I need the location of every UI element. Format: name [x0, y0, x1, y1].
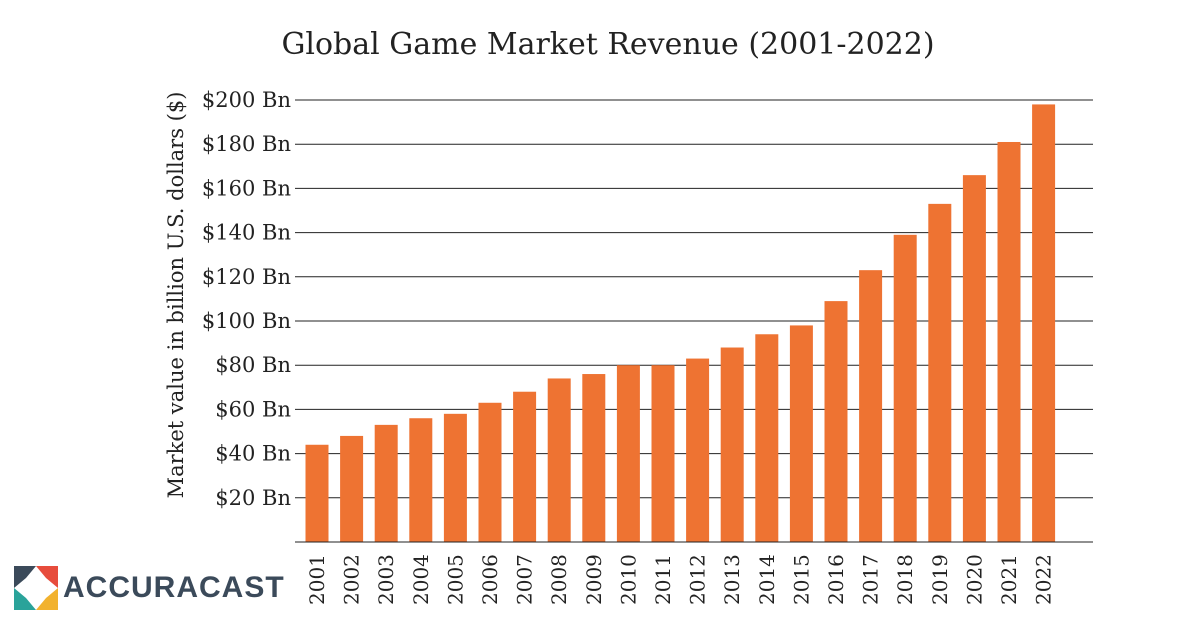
x-tick-label: 2007: [513, 554, 537, 605]
x-tick-label: 2005: [443, 554, 467, 605]
bar-2009: [582, 374, 606, 542]
bar-2006: [478, 402, 502, 542]
x-tick-label: 2016: [824, 554, 848, 605]
bar-2007: [513, 391, 537, 542]
accuracast-logo-text: ACCURACAST: [63, 571, 285, 604]
y-tick-label: $20 Bn: [215, 486, 291, 510]
bar-2012: [686, 358, 710, 542]
logo-piece: [36, 566, 58, 588]
x-tick-label: 2022: [1032, 554, 1056, 605]
x-tick-label: 2003: [374, 554, 398, 605]
bar-2015: [789, 325, 813, 542]
bar-2022: [1032, 104, 1056, 543]
bar-2002: [340, 435, 364, 542]
bar-2014: [755, 334, 779, 542]
bar-2020: [962, 175, 986, 542]
x-tick-label: 2004: [409, 554, 433, 605]
y-tick-label: $100 Bn: [202, 309, 291, 333]
x-tick-label: 2014: [755, 554, 779, 605]
x-tick-label: 2015: [789, 554, 813, 605]
y-tick-label: $180 Bn: [202, 132, 291, 156]
bar-2019: [928, 203, 952, 542]
logo-piece: [14, 566, 36, 588]
bar-2021: [997, 141, 1021, 543]
y-tick-label: $140 Bn: [202, 221, 291, 245]
x-tick-label: 2011: [651, 554, 675, 605]
x-tick-label: 2001: [305, 554, 329, 605]
bar-2005: [443, 413, 467, 542]
y-tick-label: $60 Bn: [215, 397, 291, 421]
x-tick-label: 2017: [859, 554, 883, 605]
x-tick-labels: 2001 2002 2003 2004 2005 2006 2007 2008 2009 2010…: [305, 554, 1056, 605]
x-tick-label: 2019: [928, 554, 952, 605]
logo-piece: [14, 588, 36, 610]
x-tick-label: 2012: [686, 554, 710, 605]
x-tick-label: 2020: [962, 554, 986, 605]
y-tick-label: $120 Bn: [202, 265, 291, 289]
x-tick-label: 2013: [720, 554, 744, 605]
bar-2011: [651, 365, 675, 542]
bar-2008: [547, 378, 571, 542]
bar-2001: [305, 444, 329, 542]
y-tick-label: $40 Bn: [215, 442, 291, 466]
x-tick-label: 2021: [997, 554, 1021, 605]
bar-2013: [720, 347, 744, 542]
y-tick-label: $160 Bn: [202, 176, 291, 200]
bar-2010: [616, 365, 640, 542]
bar-2004: [409, 418, 433, 542]
bar-2018: [893, 234, 917, 542]
chart-title: Global Game Market Revenue (2001-2022): [281, 27, 934, 62]
x-tick-label: 2010: [616, 554, 640, 605]
bars: [305, 104, 1056, 543]
y-tick-labels: $20 Bn $40 Bn $60 Bn $80 Bn $100 Bn $120 Bn $1…: [202, 88, 291, 510]
logo-piece: [36, 588, 58, 610]
x-tick-label: 2009: [582, 554, 606, 605]
x-tick-label: 2006: [478, 554, 502, 605]
x-tick-label: 2008: [547, 554, 571, 605]
y-axis-label: Market value in billion U.S. dollars ($): [164, 92, 188, 499]
x-tick-label: 2018: [893, 554, 917, 605]
accuracast-logo-icon: [14, 566, 58, 610]
y-tick-label: $200 Bn: [202, 88, 291, 112]
bar-2016: [824, 301, 848, 542]
y-tick-label: $80 Bn: [215, 353, 291, 377]
x-tick-label: 2002: [340, 554, 364, 605]
accuracast-logo: ACCURACAST: [14, 566, 285, 610]
bar-2017: [859, 270, 883, 542]
bar-2003: [374, 424, 398, 542]
